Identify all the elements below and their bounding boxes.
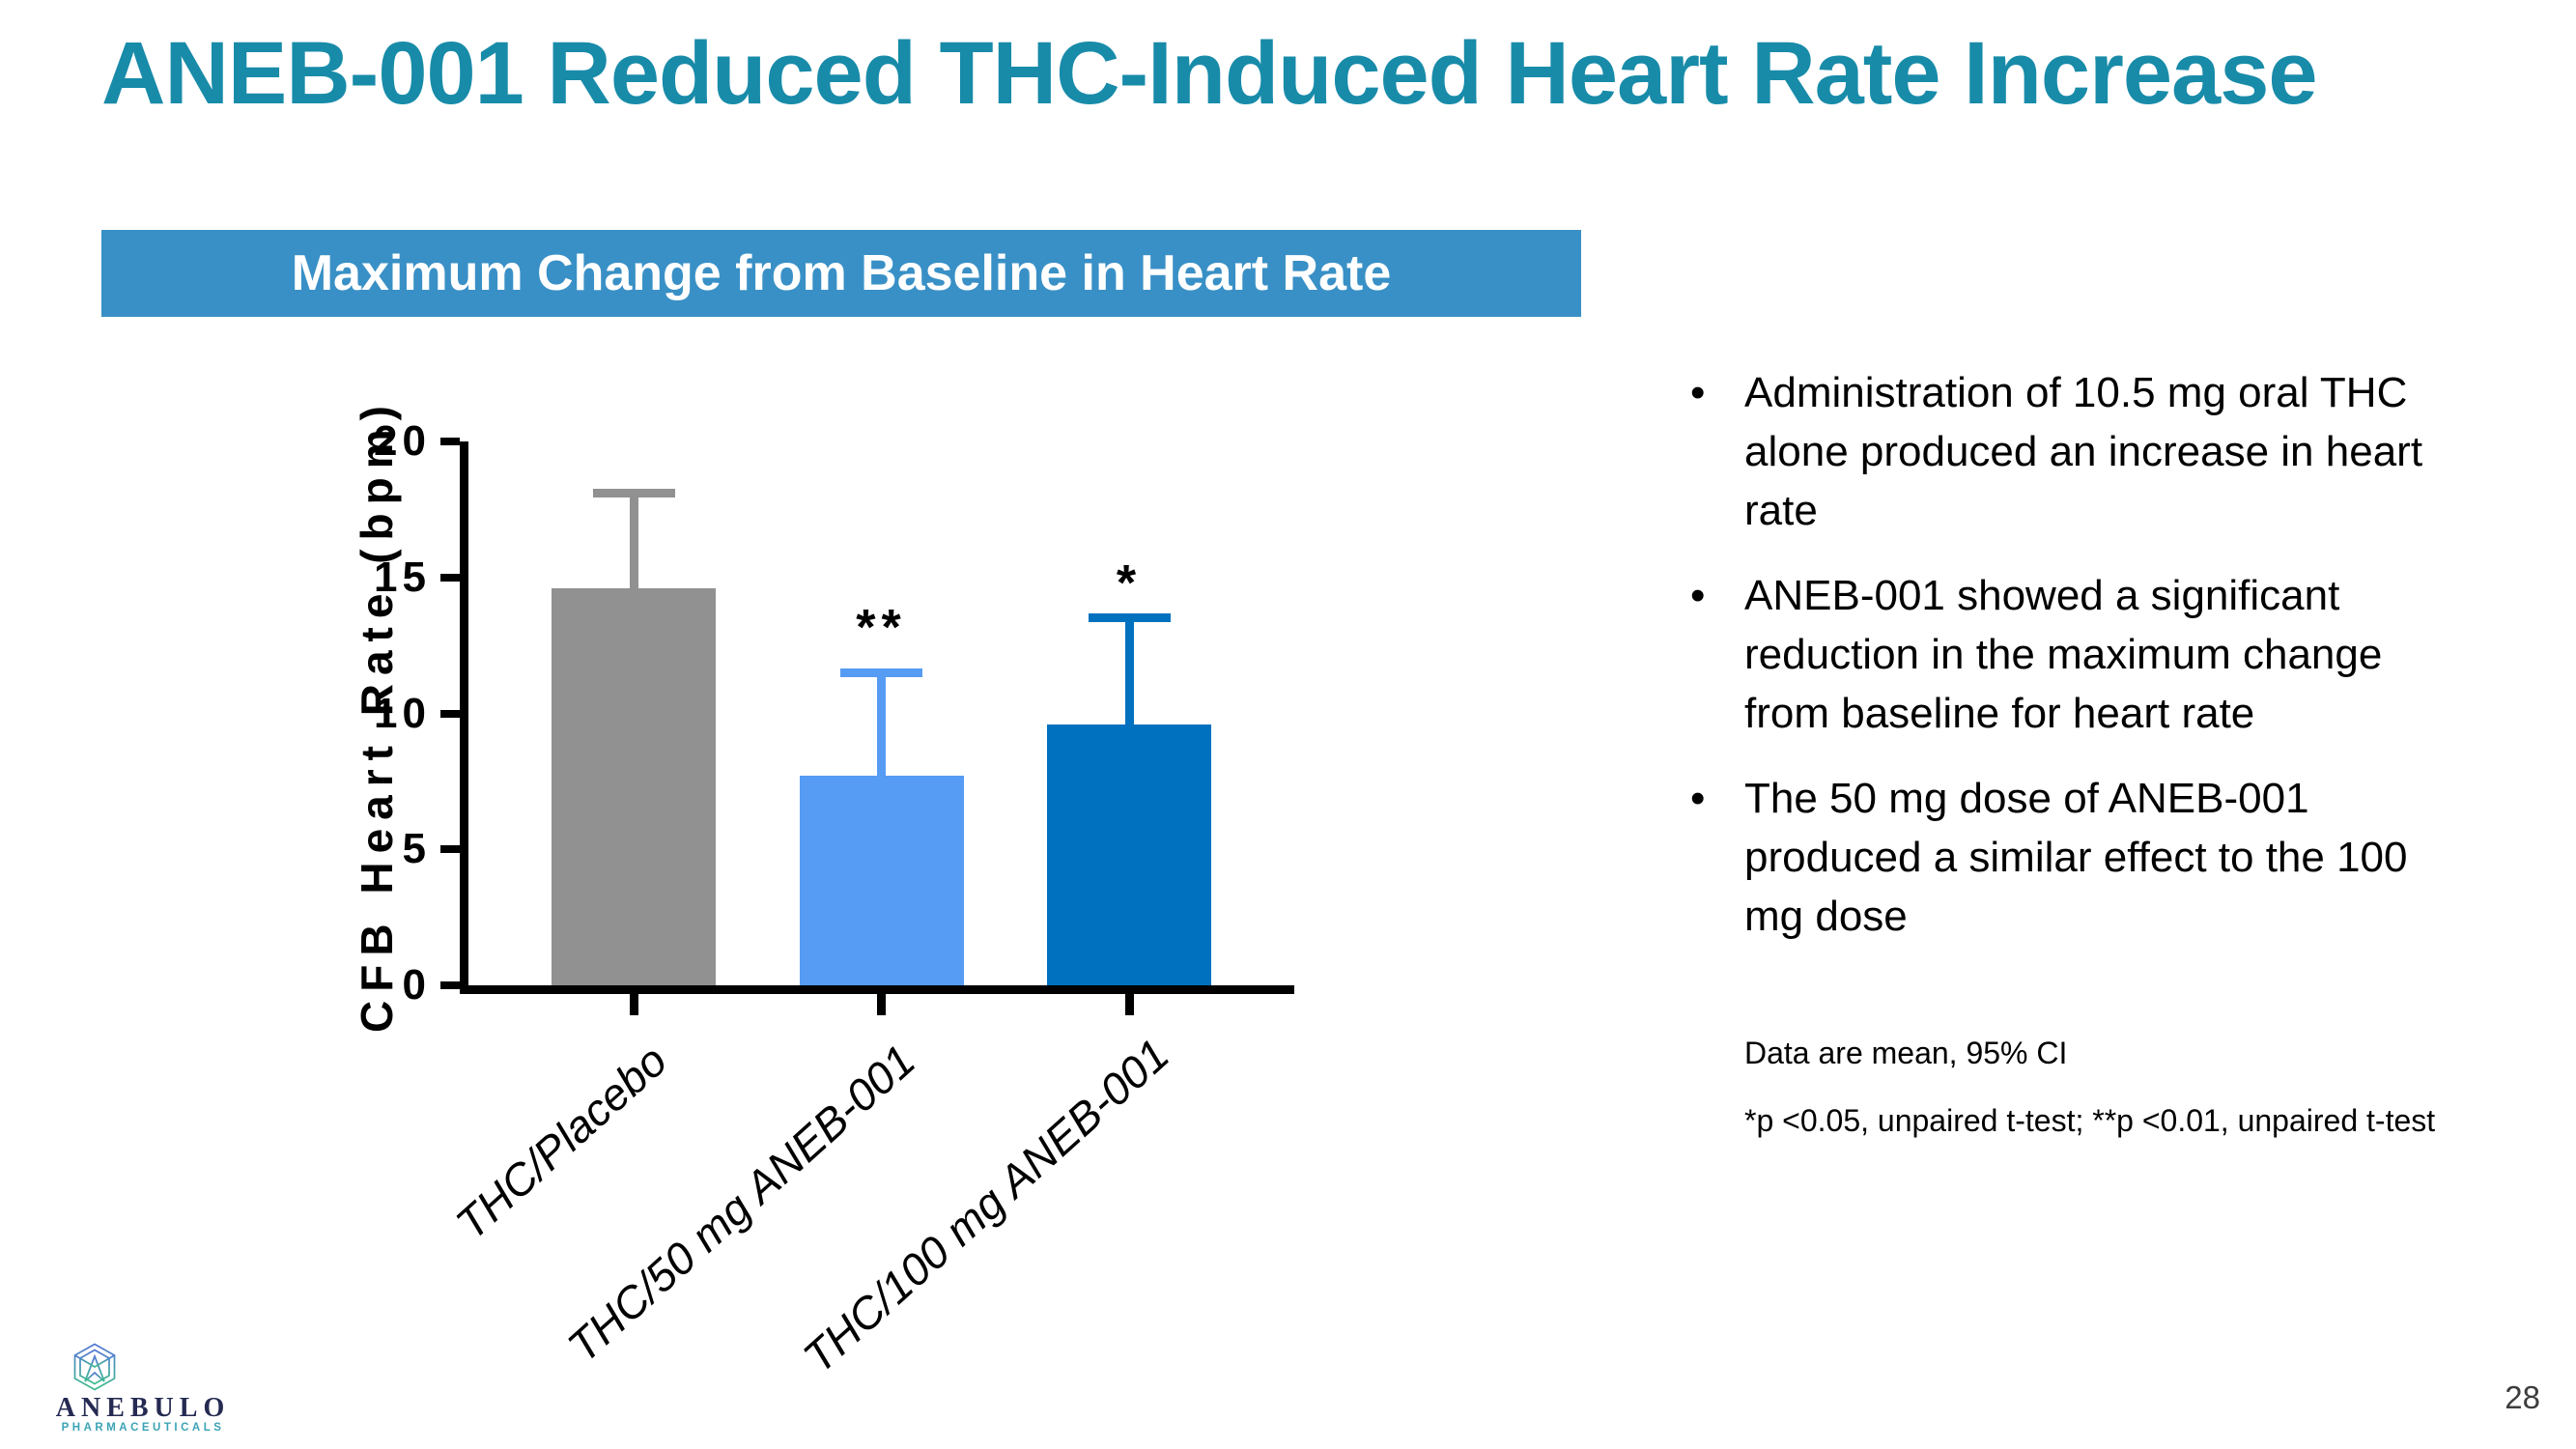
logo-subtitle: PHARMACEUTICALS — [61, 1422, 225, 1434]
y-axis-tick — [440, 981, 460, 989]
error-bar-cap — [840, 668, 922, 677]
logo-wordmark: ANEBULO — [55, 1393, 231, 1423]
bullet-text: Administration of 10.5 mg oral THC alone… — [1744, 369, 2423, 534]
bullet-text: The 50 mg dose of ANEB-001 produced a si… — [1744, 775, 2408, 940]
error-bar-cap — [1088, 613, 1171, 623]
footnote-data-mean: Data are mean, 95% CI — [1744, 1036, 2068, 1070]
bar-chart: CFB Heart Rate (bpm) 0 5 10 15 20 THC/Placebo… — [352, 397, 1294, 1382]
y-axis-tick-label: 5 — [402, 825, 431, 873]
y-axis-tick — [440, 573, 460, 582]
bar-3 — [1047, 724, 1211, 985]
bullet-item: • The 50 mg dose of ANEB-001 produced a … — [1690, 769, 2473, 946]
bar-1 — [552, 588, 716, 985]
bullet-dot: • — [1690, 775, 1706, 822]
page-number: 28 — [2505, 1379, 2540, 1415]
chart-banner-title: Maximum Change from Baseline in Heart Ra… — [101, 230, 1581, 317]
bullet-item: • ANEB-001 showed a significant reductio… — [1690, 566, 2473, 743]
plot-axes — [460, 441, 1294, 994]
error-bar-stem — [1124, 617, 1134, 744]
error-bar-stem — [629, 493, 638, 608]
y-axis-tick — [440, 438, 460, 445]
error-bar-stem — [877, 672, 886, 796]
bullet-list: • Administration of 10.5 mg oral THC alo… — [1690, 363, 2473, 972]
bullet-dot: • — [1690, 572, 1706, 619]
y-axis-tick — [440, 845, 460, 854]
y-axis-tick-label: 10 — [374, 689, 431, 737]
anebulo-hexagon-icon — [73, 1343, 116, 1391]
y-axis-tick-label: 0 — [402, 961, 431, 1009]
bullet-dot: • — [1690, 369, 1706, 416]
y-axis-tick — [440, 709, 460, 718]
x-axis-tick — [629, 994, 638, 1015]
significance-marker: * — [1116, 554, 1143, 611]
footnote-significance: *p <0.05, unpaired t-test; **p <0.01, un… — [1744, 1103, 2436, 1138]
bullet-item: • Administration of 10.5 mg oral THC alo… — [1690, 363, 2473, 540]
bullet-text: ANEB-001 showed a significant reduction … — [1744, 572, 2383, 737]
x-axis-tick — [1124, 994, 1134, 1015]
x-axis-tick — [877, 994, 886, 1015]
error-bar-cap — [592, 488, 675, 497]
y-axis-tick-label: 15 — [374, 553, 431, 601]
bar-2 — [799, 776, 964, 985]
significance-marker: ** — [856, 600, 907, 657]
y-axis-tick-label: 20 — [374, 417, 431, 465]
slide-title: ANEB-001 Reduced THC-Induced Heart Rate … — [101, 24, 2318, 123]
